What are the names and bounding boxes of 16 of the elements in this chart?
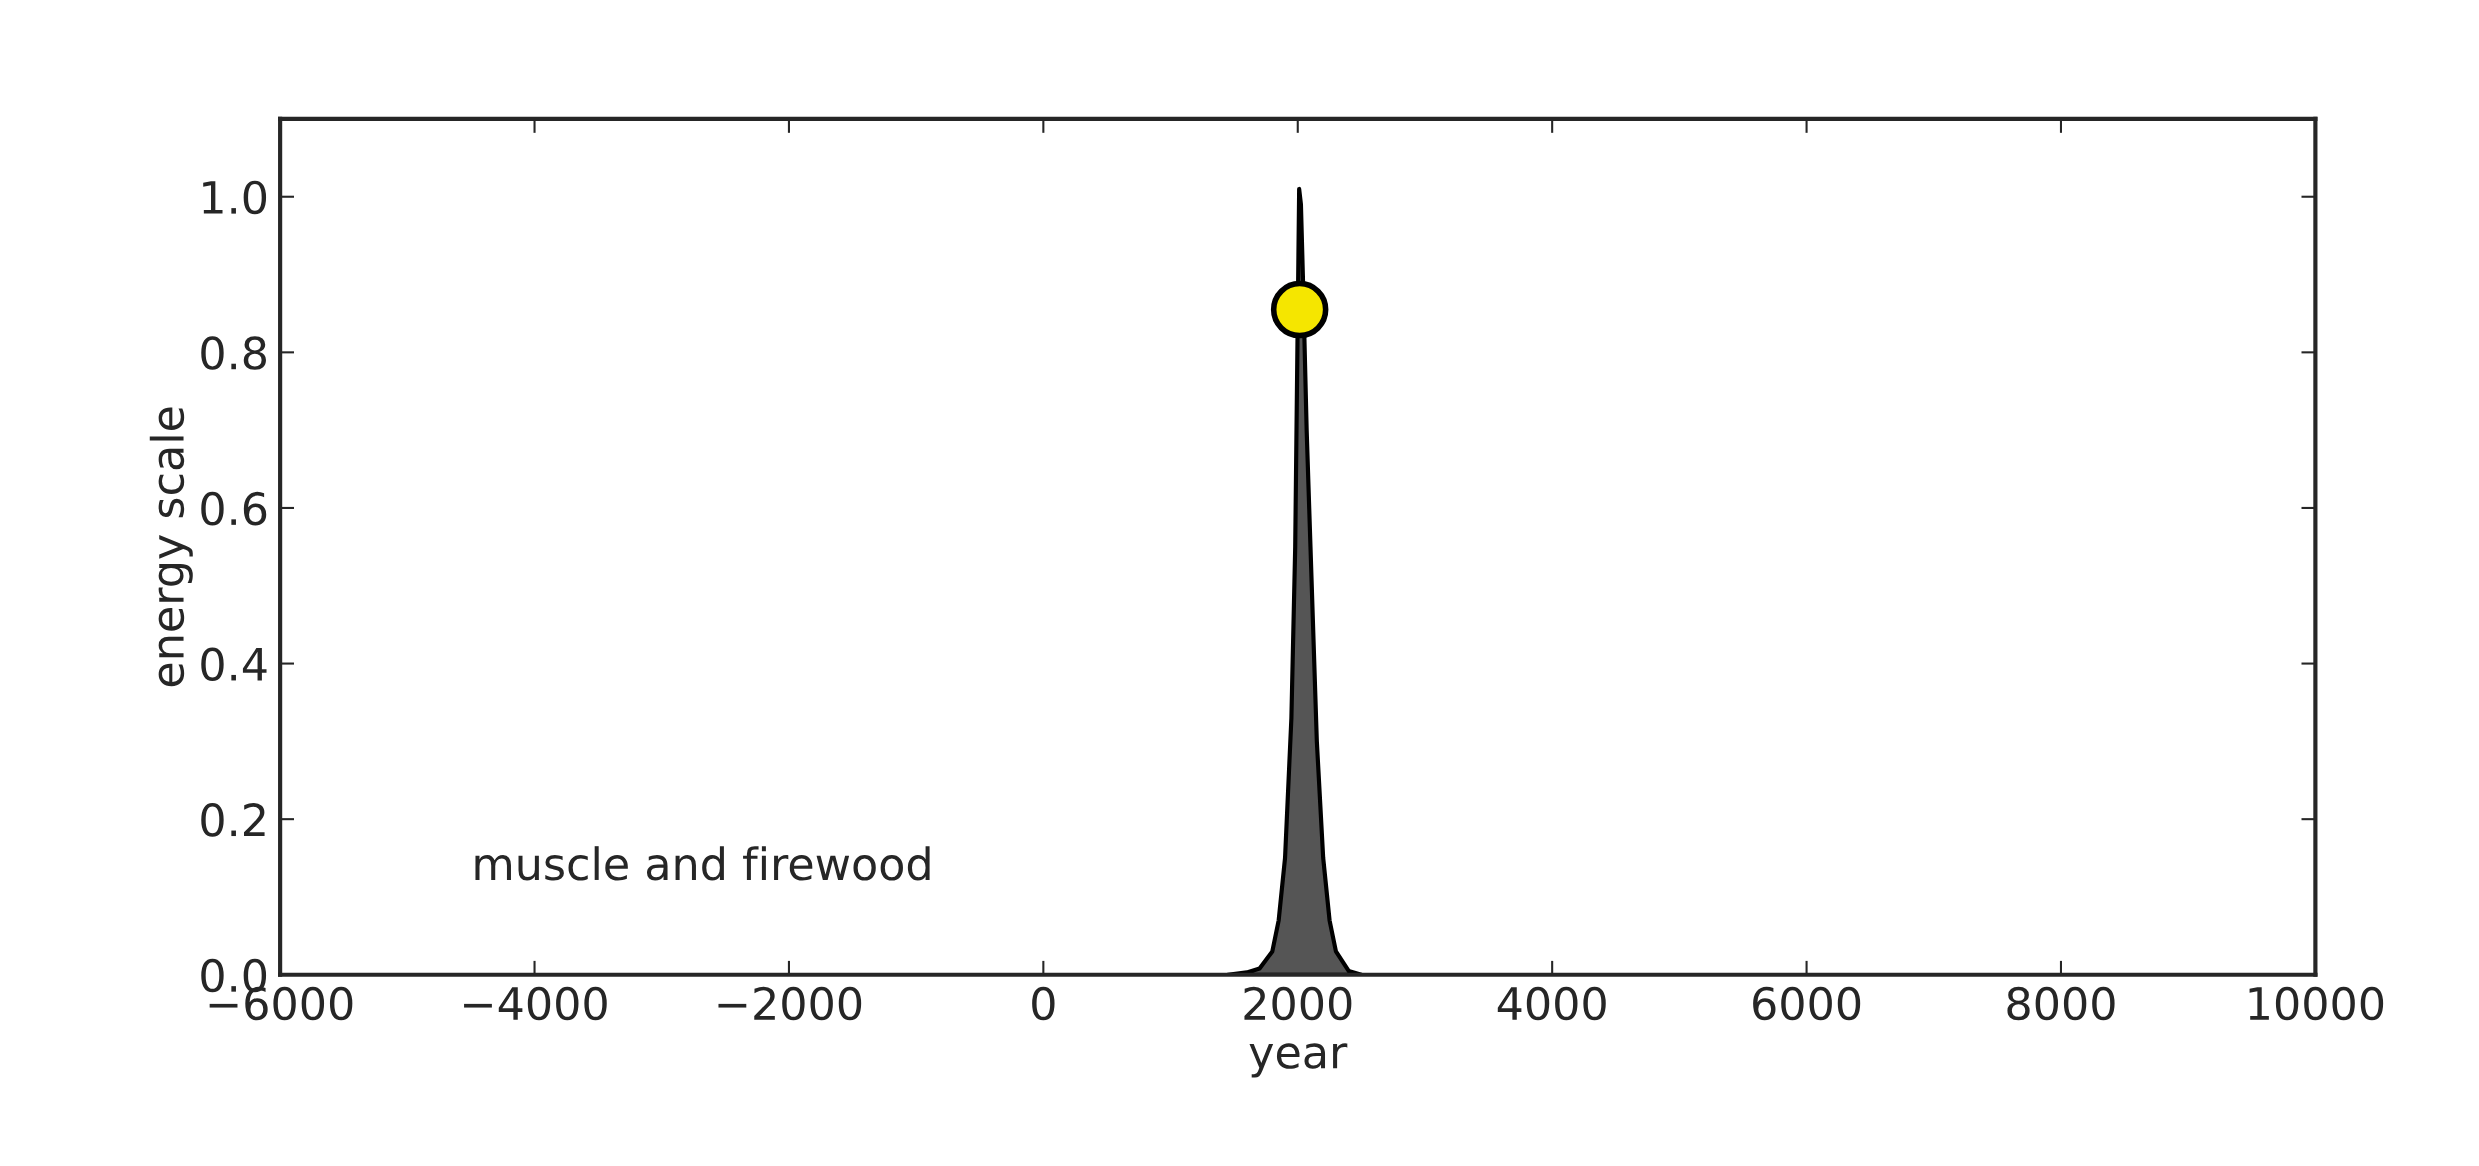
x-tick-label: 6000	[1753, 986, 1861, 1021]
y-tick-label: 0.2	[201, 803, 265, 837]
x-tick-label: 8000	[2007, 986, 2115, 1021]
y-tick-label: 0.8	[201, 336, 266, 370]
x-tick-label: 0	[1032, 986, 1055, 1021]
x-tick-label: 10000	[2249, 986, 2384, 1021]
x-tick-label: −4000	[464, 986, 607, 1021]
y-axis-title: energy scale	[149, 407, 193, 687]
x-tick-label: 2000	[1244, 986, 1352, 1021]
y-tick-label: 0.4	[201, 647, 267, 682]
x-tick-label: 4000	[1497, 986, 1606, 1021]
annotation: muscle and firewood	[475, 846, 930, 881]
x-axis-title: year	[1249, 1043, 1348, 1078]
y-tick-label: 0.6	[201, 491, 267, 526]
x-tick-label: −2000	[718, 986, 862, 1021]
y-tick-label: 1.0	[203, 180, 267, 215]
